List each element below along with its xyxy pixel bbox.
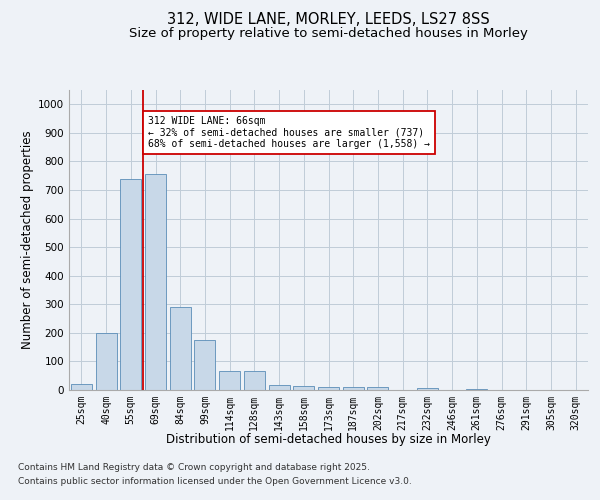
Bar xyxy=(71,384,92,390)
Bar xyxy=(120,180,141,390)
Bar xyxy=(244,372,265,390)
Text: Size of property relative to semi-detached houses in Morley: Size of property relative to semi-detach… xyxy=(130,28,528,40)
Bar xyxy=(318,386,339,390)
Bar xyxy=(466,388,487,390)
Text: Contains HM Land Registry data © Crown copyright and database right 2025.: Contains HM Land Registry data © Crown c… xyxy=(18,464,370,472)
Bar xyxy=(343,386,364,390)
Bar xyxy=(219,372,240,390)
Bar xyxy=(269,385,290,390)
Bar xyxy=(170,307,191,390)
Bar xyxy=(417,388,438,390)
Text: Distribution of semi-detached houses by size in Morley: Distribution of semi-detached houses by … xyxy=(166,432,491,446)
Bar xyxy=(95,333,116,390)
Bar xyxy=(145,174,166,390)
Bar xyxy=(293,386,314,390)
Bar xyxy=(194,340,215,390)
Y-axis label: Number of semi-detached properties: Number of semi-detached properties xyxy=(21,130,34,350)
Bar xyxy=(367,386,388,390)
Text: 312 WIDE LANE: 66sqm
← 32% of semi-detached houses are smaller (737)
68% of semi: 312 WIDE LANE: 66sqm ← 32% of semi-detac… xyxy=(148,116,430,149)
Text: 312, WIDE LANE, MORLEY, LEEDS, LS27 8SS: 312, WIDE LANE, MORLEY, LEEDS, LS27 8SS xyxy=(167,12,490,28)
Text: Contains public sector information licensed under the Open Government Licence v3: Contains public sector information licen… xyxy=(18,477,412,486)
